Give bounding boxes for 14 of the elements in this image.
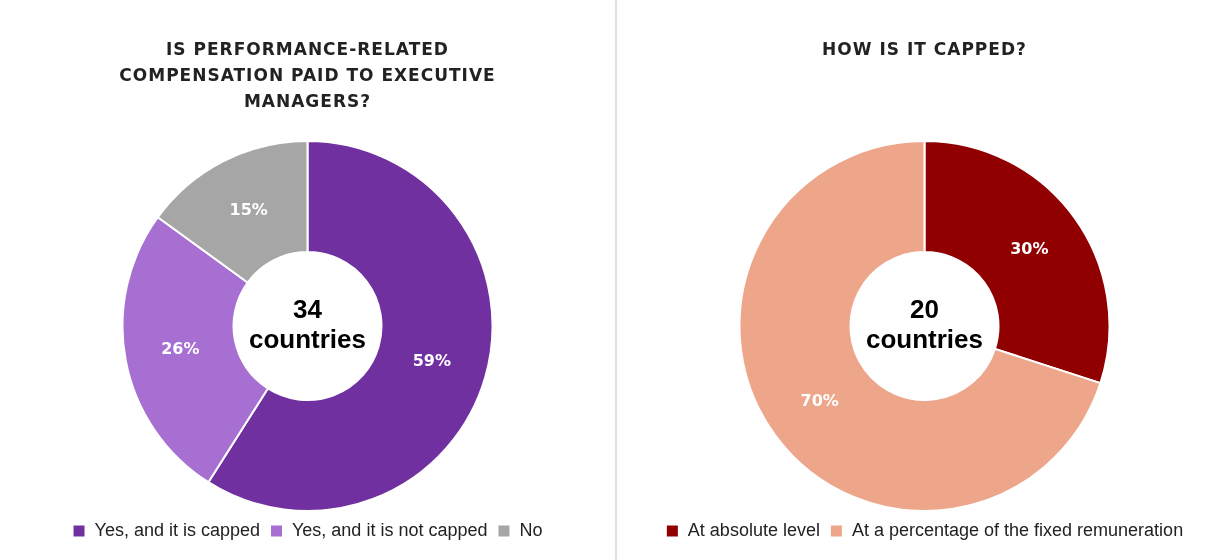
- legend-label: At absolute level: [687, 519, 820, 540]
- text: 20 countries: [865, 294, 984, 355]
- data-label: 26%: [161, 339, 200, 359]
- chart-title: HOW IS IT CAPPED?: [821, 38, 1028, 61]
- legend-label: At a percentage of the fixed remuneration: [851, 519, 1184, 540]
- chart-title: IS PERFORMANCE-RELATED COMPENSATION PAID TO EXECUTIVE MANAGERS?: [118, 38, 497, 113]
- text: 34 countries: [248, 294, 367, 355]
- data-label: 30%: [1010, 239, 1049, 259]
- legend-label: Yes, and it is not capped: [291, 519, 488, 540]
- data-label: 15%: [229, 199, 268, 219]
- data-label: 59%: [412, 351, 452, 371]
- legend-label: Yes, and it is capped: [94, 519, 260, 540]
- legend-label: No: [519, 519, 543, 540]
- data-label: 70%: [800, 391, 839, 411]
